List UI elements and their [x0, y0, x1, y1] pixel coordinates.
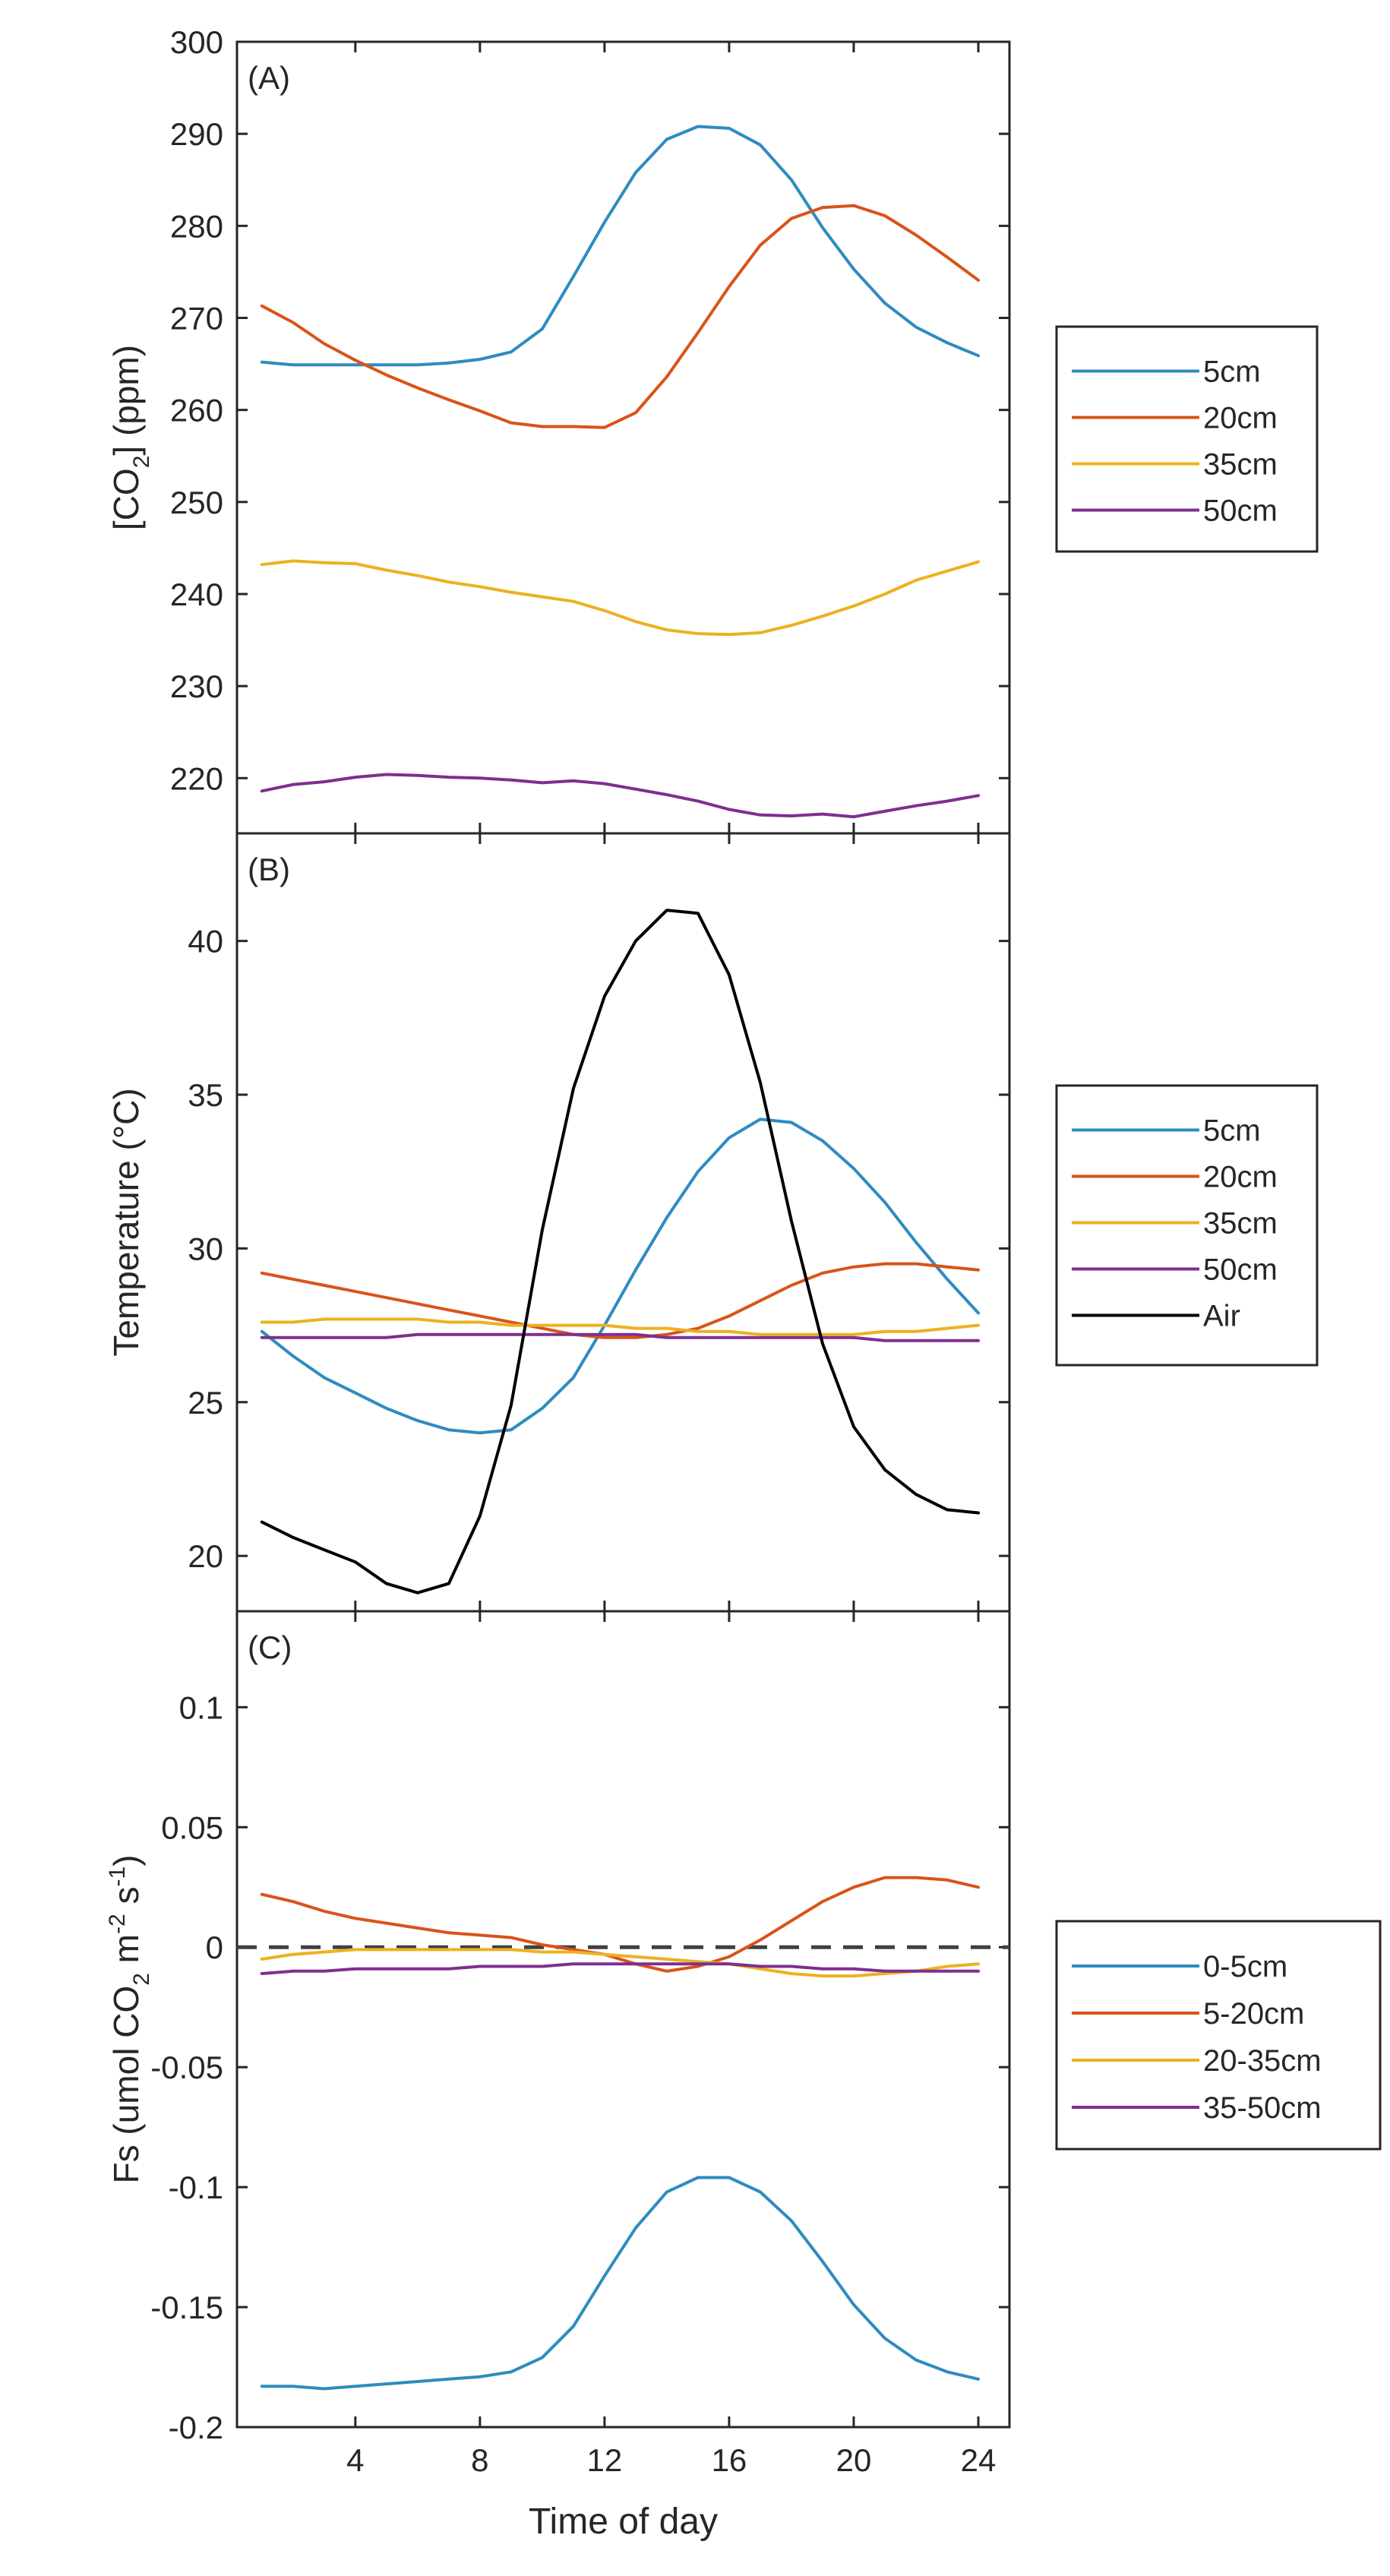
- panel-label: (B): [248, 852, 290, 887]
- y-tick-label: 260: [170, 393, 223, 428]
- series-line-5cm: [260, 125, 980, 367]
- legend-label: 20cm: [1203, 1161, 1278, 1194]
- x-tick-label: 8: [471, 2442, 488, 2478]
- legend-label: 20cm: [1203, 402, 1278, 435]
- series-line-5cm: [260, 1117, 980, 1435]
- y-tick-label: 25: [188, 1385, 223, 1421]
- series-line-20-35cm: [260, 1948, 980, 1978]
- legend-label: 50cm: [1203, 495, 1278, 528]
- panel-1: 20 25 30 35 40 (B) Temperature (°C) 5cm 20cm 35cm…: [106, 832, 1319, 1613]
- legend-label: 35cm: [1203, 1207, 1278, 1241]
- legend-label: 5cm: [1203, 356, 1261, 389]
- y-tick-label: 40: [188, 924, 223, 959]
- x-tick-label: 16: [712, 2442, 747, 2478]
- legend-box: [1055, 325, 1319, 553]
- legend-label: 0-5cm: [1203, 1950, 1287, 1983]
- y-tick-label: 250: [170, 485, 223, 520]
- x-tick-label: 24: [961, 2442, 997, 2478]
- legend: 0-5cm 5-20cm 20-35cm 35-50cm: [1055, 1920, 1382, 2151]
- plot-frame: [235, 40, 1011, 835]
- legend-label: 5-20cm: [1203, 1997, 1304, 2031]
- x-tick-label: 20: [836, 2442, 872, 2478]
- legend: 5cm 20cm 35cm 50cm: [1055, 325, 1319, 553]
- legend-label: 35cm: [1203, 448, 1278, 482]
- plot-frame: [235, 1610, 1011, 2429]
- x-tick-label: 12: [587, 2442, 623, 2478]
- series-line-5-20cm: [260, 1876, 980, 1973]
- series-line-20cm: [260, 204, 980, 429]
- panel-label: (C): [248, 1629, 292, 1665]
- series-line-35cm: [260, 559, 980, 637]
- x-tick-label: 4: [346, 2442, 364, 2478]
- series-line-35cm: [260, 1317, 980, 1336]
- panel-0: 220 230 240 250 260 270 280 290 300 (A) [CO2] (ppm…: [106, 24, 1319, 835]
- y-tick-label: 300: [170, 24, 223, 60]
- y-tick-label: 35: [188, 1077, 223, 1113]
- series-line-50cm: [260, 773, 980, 819]
- y-tick-label: 240: [170, 577, 223, 612]
- series-line-20cm: [260, 1262, 980, 1339]
- legend-box: [1055, 1920, 1382, 2151]
- panel-label: (A): [248, 60, 290, 96]
- y-tick-label: 220: [170, 760, 223, 796]
- y-tick-label: 290: [170, 116, 223, 152]
- legend-label: 50cm: [1203, 1253, 1278, 1287]
- series-line-Air: [260, 909, 980, 1595]
- y-axis-label: [CO2] (ppm): [106, 345, 154, 530]
- y-axis-label: Temperature (°C): [106, 1088, 146, 1356]
- y-tick-label: 20: [188, 1538, 223, 1574]
- y-tick-label: 0.05: [161, 1810, 223, 1845]
- legend-label: 5cm: [1203, 1114, 1261, 1148]
- y-tick-label: 280: [170, 208, 223, 244]
- y-axis-label: Fs (umol CO2 m-2 s-1): [105, 1855, 154, 2184]
- y-tick-label: -0.15: [150, 2290, 223, 2325]
- y-tick-label: 0: [206, 1930, 223, 1965]
- legend: 5cm 20cm 35cm 50cm Air: [1055, 1084, 1319, 1367]
- legend-label: 35-50cm: [1203, 2091, 1322, 2125]
- legend-label: Air: [1203, 1300, 1240, 1333]
- series-line-0-5cm: [260, 2176, 980, 2391]
- series-line-50cm: [260, 1332, 980, 1342]
- x-axis-label: Time of day: [529, 2502, 718, 2542]
- legend-box: [1055, 1084, 1319, 1367]
- y-tick-label: -0.05: [150, 2050, 223, 2085]
- y-tick-label: -0.1: [169, 2170, 223, 2205]
- panel-2: -0.2 -0.15 -0.1 -0.05 0 0.05 0.1 (C) Fs (umol CO…: [105, 1610, 1382, 2445]
- plot-frame: [235, 832, 1011, 1613]
- y-tick-label: -0.2: [169, 2410, 223, 2445]
- series-line-35-50cm: [260, 1962, 980, 1975]
- legend-label: 20-35cm: [1203, 2044, 1322, 2078]
- y-tick-label: 270: [170, 300, 223, 336]
- y-tick-label: 230: [170, 668, 223, 704]
- y-tick-label: 30: [188, 1231, 223, 1266]
- y-tick-label: 0.1: [179, 1689, 223, 1725]
